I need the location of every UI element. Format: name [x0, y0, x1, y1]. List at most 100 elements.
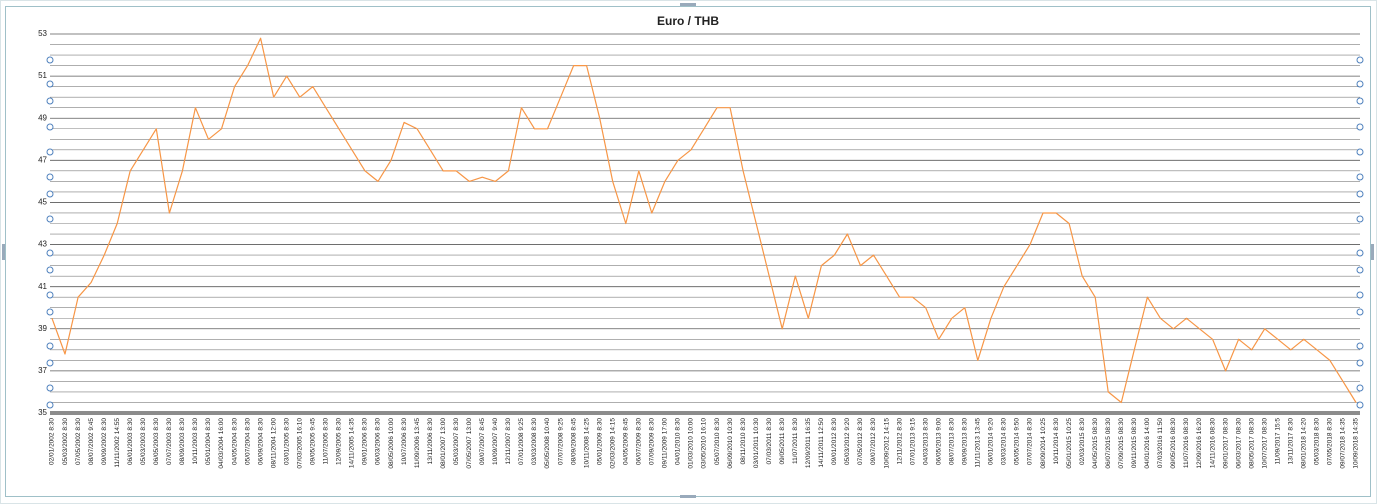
x-tick-label: 08/09/2008 8:45: [570, 418, 577, 465]
x-tick-label: 03/03/2008 8:30: [531, 418, 538, 465]
handle: [46, 190, 54, 198]
x-tick-label: 07/09/2009 8:30: [649, 418, 656, 465]
x-tick-label: 06/01/2014 9:20: [988, 418, 995, 465]
x-tick-label: 12/11/2007 8:30: [505, 418, 512, 465]
x-tick-label: 09/11/2015 08:30: [1131, 418, 1138, 469]
handle: [46, 342, 54, 350]
handle: [46, 123, 54, 131]
x-tick-label: 10/11/2003 8:30: [192, 418, 199, 465]
x-tick-label: 06/05/2013 9:00: [935, 418, 942, 465]
selection-handles: [46, 56, 1364, 409]
grip: [680, 495, 696, 498]
x-tick-label: 06/07/2009 8:30: [636, 418, 643, 465]
x-tick-label: 14/11/2011 12:50: [818, 418, 825, 468]
handle: [46, 266, 54, 274]
x-tick-label: 10/09/2018 14:35: [1353, 418, 1360, 469]
x-tick-label: 09/07/2012 8:30: [870, 418, 877, 465]
handle: [46, 173, 54, 181]
x-tick-label: 03/01/2011 10:30: [753, 418, 760, 469]
grip: [680, 3, 696, 6]
handle: [46, 308, 54, 316]
handle: [46, 401, 54, 409]
x-tick-label: 07/09/2015 08:30: [1118, 418, 1125, 469]
x-tick-label: 07/03/2016 11:50: [1157, 418, 1164, 469]
handle: [1356, 56, 1364, 64]
x-tick-label: 05/01/2015 10:25: [1066, 418, 1073, 469]
x-tick-label: 09/01/2012 8:30: [831, 418, 838, 465]
x-tick-label: 08/11/2004 12:00: [270, 418, 277, 469]
x-tick-label: 14/11/2005 14:35: [349, 418, 356, 469]
handle: [1356, 80, 1364, 88]
handle: [46, 249, 54, 257]
x-tick-label: 04/01/2010 8:30: [675, 418, 682, 465]
handle: [1356, 215, 1364, 223]
y-tick-label: 37: [38, 366, 47, 375]
x-tick-label: 11/07/2011 8:30: [792, 418, 799, 464]
x-tick-label: 04/05/2015 08:30: [1092, 418, 1099, 469]
x-tick-label: 07/01/2013 9:15: [909, 418, 916, 465]
handle: [1356, 266, 1364, 274]
x-tick-label: 09/05/2011 8:30: [779, 418, 786, 465]
x-tick-label: 09/09/2002 8:30: [101, 418, 108, 465]
y-tick-label: 45: [38, 198, 47, 207]
x-tick-label: 05/01/2009 8:30: [596, 418, 603, 465]
x-tick-label: 12/11/2012 8:30: [896, 418, 903, 465]
x-tick-label: 09/09/2013 8:30: [962, 418, 969, 465]
x-tick-label: 09/01/2017 08:30: [1222, 418, 1229, 469]
x-tick-label: 12/09/2011 16:35: [805, 418, 812, 469]
x-tick-label: 05/03/2002 8:30: [62, 418, 69, 465]
handle: [1356, 173, 1364, 181]
x-tick-label: 08/11/2010 8:30: [740, 418, 747, 465]
x-tick-label: 09/05/2005 9:45: [310, 418, 317, 465]
x-tick-label: 07/07/2008 9:25: [557, 418, 564, 465]
x-tick-label: 07/03/2005 16:10: [296, 418, 303, 469]
handle: [46, 359, 54, 367]
handle: [46, 56, 54, 64]
handle: [1356, 249, 1364, 257]
x-tick-label: 07/05/2012 8:30: [857, 418, 864, 465]
x-tick-label: 13/11/2006 8:30: [427, 418, 434, 465]
x-tick-label: 10/09/2007 9:40: [492, 418, 499, 465]
handle: [1356, 148, 1364, 156]
x-tick-label: 06/09/2004 8:30: [257, 418, 264, 465]
x-tick-label: 06/03/2017 08:30: [1235, 418, 1242, 469]
y-tick-label: 53: [38, 29, 47, 38]
x-tick-label: 06/09/2010 10:30: [727, 418, 734, 469]
handle: [1356, 97, 1364, 105]
handle: [1356, 401, 1364, 409]
handle: [46, 148, 54, 156]
x-tick-label: 05/03/2018 8:30: [1314, 418, 1321, 465]
x-tick-label: 05/03/2012 9:20: [844, 418, 851, 465]
x-tick-label: 08/01/2007 13:00: [440, 418, 447, 469]
x-tick-label: 06/07/2015 08:30: [1105, 418, 1112, 469]
x-tick-label: 08/01/2018 14:20: [1301, 418, 1308, 469]
handle: [1356, 308, 1364, 316]
handle: [1356, 342, 1364, 350]
x-tick-label: 05/03/2007 8:30: [453, 418, 460, 465]
x-tick-label: 05/07/2004 8:30: [244, 418, 251, 465]
grip: [2, 244, 5, 260]
x-tick-label: 02/03/2015 8:30: [1079, 418, 1086, 465]
x-tick-label: 04/01/2016 14:00: [1144, 418, 1151, 469]
x-tick-label: 06/01/2003 8:30: [127, 418, 134, 465]
x-tick-label: 08/09/2014 10:25: [1040, 418, 1047, 469]
x-tick-label: 02/03/2009 14:15: [609, 418, 616, 469]
x-tick-label: 07/05/2018 8:30: [1327, 418, 1334, 465]
x-tick-label: 08/05/2017 08:30: [1248, 418, 1255, 469]
x-tick-label: 07/03/2011 8:30: [766, 418, 773, 465]
x-tick-label: 04/05/2009 8:45: [622, 418, 629, 465]
x-tick-label: 11/07/2016 08:30: [1183, 418, 1190, 469]
x-tick-label: 06/03/2006 8:30: [375, 418, 382, 465]
x-tick-label: 09/01/2006 8:30: [362, 418, 369, 465]
x-tick-label: 08/05/2006 10:00: [388, 418, 395, 469]
x-tick-label: 12/09/2005 8:30: [336, 418, 343, 465]
x-tick-label: 11/07/2005 8:30: [323, 418, 330, 465]
handle: [1356, 384, 1364, 392]
x-tick-label: 08/07/2013 8:30: [948, 418, 955, 465]
handle: [1356, 123, 1364, 131]
x-tick-label: 08/07/2002 9:45: [88, 418, 95, 465]
grip: [1371, 244, 1374, 260]
x-tick-label: 11/11/2013 13:45: [975, 418, 982, 468]
x-tick-label: 08/09/2003 8:30: [179, 418, 186, 465]
plot: [51, 37, 1357, 404]
